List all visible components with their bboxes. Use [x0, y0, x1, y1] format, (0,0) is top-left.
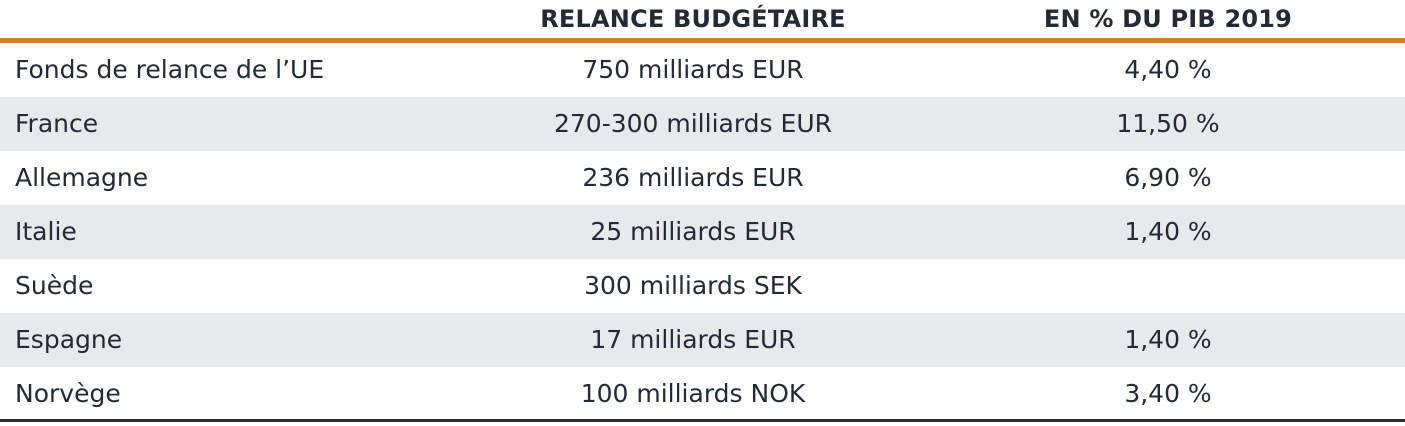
row-label: Suède	[15, 271, 94, 300]
row-relance: 750 milliards EUR	[582, 55, 804, 84]
table-row: Norvège 100 milliards NOK 3,40 %	[0, 367, 1405, 421]
row-pct-pib: 1,40 %	[1124, 325, 1212, 354]
table-header: RELANCE BUDGÉTAIRE EN % DU PIB 2019	[0, 0, 1405, 43]
row-label: Allemagne	[15, 163, 149, 192]
table-row: Allemagne 236 milliards EUR 6,90 %	[0, 151, 1405, 205]
table-row: Fonds de relance de l’UE 750 milliards E…	[0, 43, 1405, 97]
table-row: France 270-300 milliards EUR 11,50 %	[0, 97, 1405, 151]
header-relance-budgetaire: RELANCE BUDGÉTAIRE	[540, 5, 846, 33]
row-label: Norvège	[15, 379, 121, 408]
table-row: Suède 300 milliards SEK	[0, 259, 1405, 313]
row-label: Fonds de relance de l’UE	[15, 55, 325, 84]
table-row: Italie 25 milliards EUR 1,40 %	[0, 205, 1405, 259]
row-pct-pib: 1,40 %	[1124, 217, 1212, 246]
table-bottom-divider	[0, 419, 1405, 422]
row-pct-pib: 3,40 %	[1124, 379, 1212, 408]
row-label: Espagne	[15, 325, 123, 354]
header-pct-pib-2019: EN % DU PIB 2019	[1043, 5, 1293, 33]
row-pct-pib: 11,50 %	[1116, 109, 1220, 138]
row-pct-pib: 4,40 %	[1124, 55, 1212, 84]
row-relance: 236 milliards EUR	[582, 163, 804, 192]
row-relance: 100 milliards NOK	[580, 379, 806, 408]
row-label: France	[15, 109, 99, 138]
row-relance: 17 milliards EUR	[590, 325, 796, 354]
table-row: Espagne 17 milliards EUR 1,40 %	[0, 313, 1405, 367]
row-pct-pib: 6,90 %	[1124, 163, 1212, 192]
row-relance: 300 milliards SEK	[584, 271, 802, 300]
row-relance: 25 milliards EUR	[590, 217, 796, 246]
row-relance: 270-300 milliards EUR	[553, 109, 832, 138]
row-label: Italie	[15, 217, 77, 246]
